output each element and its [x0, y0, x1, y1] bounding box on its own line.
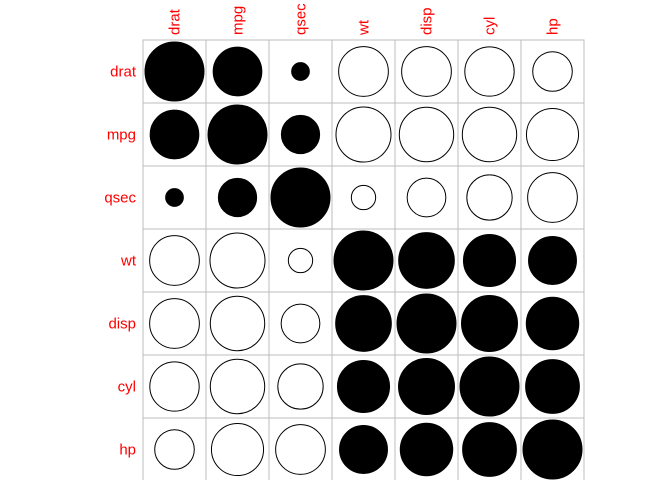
- col-label-hp: hp: [545, 18, 562, 35]
- corr-circle-hp-wt: [339, 425, 388, 474]
- corr-circle-hp-drat: [154, 429, 195, 470]
- corr-circle-wt-drat: [149, 235, 200, 286]
- corr-circle-hp-mpg: [210, 422, 265, 477]
- corr-circle-hp-hp: [522, 419, 583, 480]
- row-label-mpg: mpg: [107, 127, 136, 144]
- row-label-cyl: cyl: [118, 379, 136, 396]
- corr-circle-disp-disp: [396, 293, 457, 354]
- corr-circle-drat-cyl: [464, 46, 515, 97]
- corr-circle-drat-disp: [401, 46, 452, 97]
- corr-circle-cyl-qsec: [277, 363, 324, 410]
- row-label-wt: wt: [120, 253, 137, 270]
- corr-circle-cyl-disp: [398, 358, 455, 415]
- corr-circle-disp-qsec: [280, 303, 321, 344]
- corr-circle-qsec-cyl: [466, 174, 513, 221]
- corr-circle-wt-mpg: [209, 232, 266, 289]
- corr-circle-wt-cyl: [462, 233, 517, 288]
- col-label-disp: disp: [419, 7, 436, 35]
- corr-circle-wt-disp: [398, 232, 455, 289]
- corr-circle-disp-drat: [149, 298, 200, 349]
- corr-circle-disp-mpg: [209, 295, 266, 352]
- corr-circle-wt-hp: [528, 236, 577, 285]
- corr-circle-qsec-drat: [165, 188, 184, 207]
- corr-circle-cyl-drat: [149, 361, 200, 412]
- corr-circle-wt-qsec: [287, 247, 314, 274]
- corr-circle-mpg-hp: [525, 107, 580, 162]
- corr-circle-drat-qsec: [291, 62, 310, 81]
- corr-circle-mpg-wt: [335, 106, 392, 163]
- corr-circle-mpg-disp: [398, 106, 455, 163]
- col-label-drat: drat: [167, 8, 184, 35]
- corr-circle-mpg-cyl: [461, 106, 518, 163]
- col-label-cyl: cyl: [482, 17, 499, 35]
- corr-circle-cyl-hp: [525, 359, 580, 414]
- corr-circle-hp-cyl: [462, 422, 517, 477]
- corr-circle-mpg-drat: [149, 109, 200, 160]
- corr-circle-hp-qsec: [275, 424, 326, 475]
- corr-circle-disp-hp: [525, 296, 580, 351]
- row-label-qsec: qsec: [104, 190, 136, 207]
- corr-circle-disp-cyl: [461, 295, 518, 352]
- col-label-mpg: mpg: [230, 6, 247, 35]
- corr-circle-cyl-cyl: [459, 356, 520, 417]
- col-label-wt: wt: [356, 19, 373, 36]
- corr-circle-qsec-mpg: [217, 177, 258, 218]
- corr-circle-drat-hp: [532, 51, 573, 92]
- corr-circle-qsec-qsec: [270, 167, 331, 228]
- corr-circle-hp-disp: [399, 422, 454, 477]
- row-label-disp: disp: [108, 316, 136, 333]
- col-label-qsec: qsec: [293, 3, 310, 35]
- corr-circle-cyl-mpg: [209, 358, 266, 415]
- corr-circle-drat-drat: [144, 41, 205, 102]
- row-label-drat: drat: [110, 64, 137, 81]
- corr-circle-qsec-hp: [527, 172, 578, 223]
- row-label-hp: hp: [119, 442, 136, 459]
- corr-circle-qsec-disp: [406, 177, 447, 218]
- corr-circle-qsec-wt: [350, 184, 377, 211]
- corr-circle-drat-mpg: [212, 46, 263, 97]
- corr-circle-mpg-mpg: [207, 104, 268, 165]
- corr-circle-mpg-qsec: [280, 114, 321, 155]
- corr-circle-cyl-wt: [336, 359, 391, 414]
- corr-circle-disp-wt: [335, 295, 392, 352]
- corr-circle-wt-wt: [333, 230, 394, 291]
- corr-circle-drat-wt: [338, 46, 389, 97]
